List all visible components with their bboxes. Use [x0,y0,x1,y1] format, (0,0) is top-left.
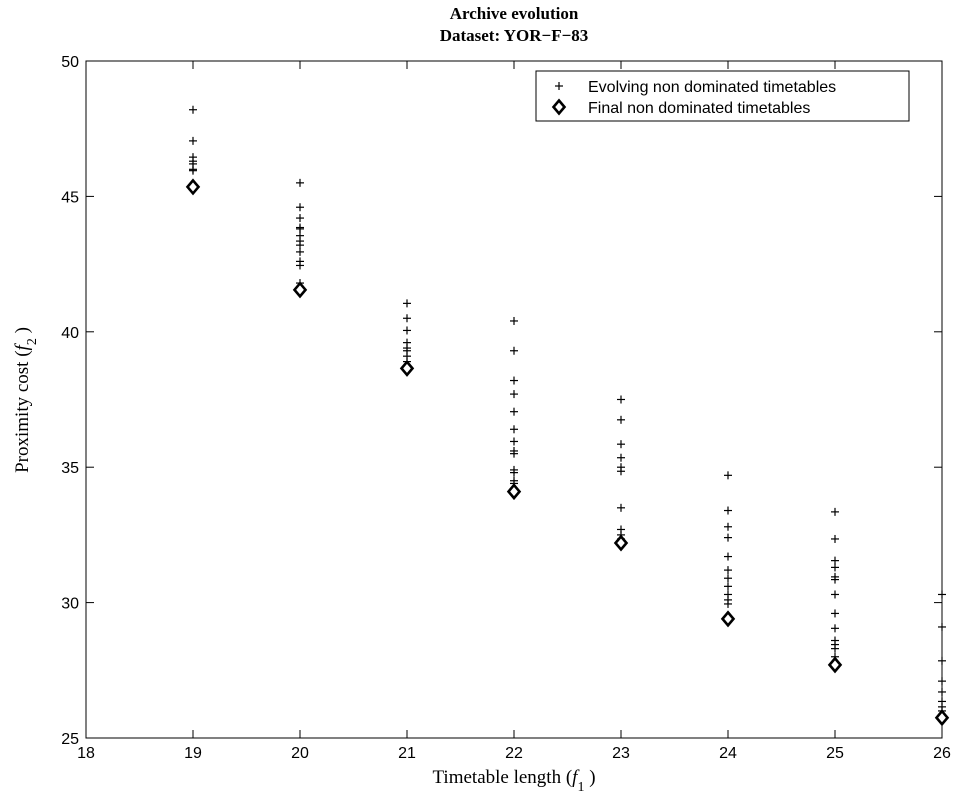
evolving-point [617,440,625,449]
evolving-point [296,261,304,270]
x-tick-label: 21 [398,745,416,762]
x-tick-label: 22 [505,745,523,762]
final-point [613,534,629,552]
evolving-point [724,566,732,575]
y-tick-label: 30 [61,596,79,613]
y-axis-label-var: f [12,342,33,350]
x-axis-label: Timetable length (f1 ) [432,767,595,795]
final-point [292,281,308,299]
evolving-point [617,395,625,404]
y-axis-label-sub: 2 [25,338,40,345]
y-axis-ticks: 25 30 35 40 45 50 [61,54,942,748]
legend-label-evolving: Evolving non dominated timetables [588,79,836,96]
y-tick-label: 35 [61,460,79,477]
y-axis-label: Proximity cost (f2 ) [12,327,40,473]
x-tick-label: 25 [826,745,844,762]
final-point [934,709,950,727]
evolving-point [617,453,625,462]
evolving-point [510,346,518,355]
x-tick-label: 19 [184,745,202,762]
x-tick-label: 23 [612,745,630,762]
final-point [506,483,522,501]
evolving-point [831,507,839,516]
final-point [185,178,201,196]
evolving-point [510,425,518,434]
legend-marker-plus [555,82,563,90]
y-axis-label-text: Proximity cost ( [12,350,33,472]
data-points [185,105,950,727]
final-point [720,610,736,628]
evolving-point [724,471,732,480]
evolving-point [403,314,411,323]
evolving-point [617,415,625,424]
evolving-point [189,136,197,145]
evolving-point [938,622,946,631]
evolving-point [510,407,518,416]
x-tick-label: 20 [291,745,309,762]
legend-plus-icon [555,82,563,90]
plot-area [85,60,943,739]
legend-label-final: Final non dominated timetables [588,100,810,117]
evolving-point [296,178,304,187]
x-axis-ticks: 18 19 20 21 22 23 24 25 26 [77,61,951,762]
evolving-point [724,599,732,608]
evolving-point [831,534,839,543]
evolving-point [831,556,839,565]
evolving-point [296,224,304,233]
evolving-point [510,437,518,446]
chart-subtitle: Dataset: YOR−F−83 [440,26,589,45]
evolving-point [403,299,411,308]
evolving-point [724,574,732,583]
evolving-point [510,390,518,399]
evolving-point [724,522,732,531]
legend-diamond-icon [551,98,567,116]
evolving-point [189,166,197,175]
evolving-point [510,376,518,385]
chart-title: Archive evolution [450,4,579,23]
legend: Evolving non dominated timetables Final … [535,70,910,122]
evolving-point [724,506,732,515]
x-tick-label: 24 [719,745,737,762]
x-axis-label-sub: 1 [577,780,584,795]
evolving-point [510,449,518,458]
legend-marker-diamond [551,98,567,116]
x-axis-label-text: Timetable length ( [432,767,572,788]
evolving-point [510,316,518,325]
legend-box [535,70,910,122]
y-tick-label: 40 [61,325,79,342]
evolving-point [296,247,304,256]
evolving-point [831,644,839,653]
evolving-point [189,105,197,114]
x-tick-label: 26 [933,745,951,762]
evolving-point [831,609,839,618]
evolving-point [831,590,839,599]
evolving-point [831,624,839,633]
final-point [399,359,415,377]
y-tick-label: 50 [61,54,79,71]
evolving-point [938,677,946,686]
y-tick-label: 45 [61,189,79,206]
evolving-point [296,203,304,212]
x-tick-label: 18 [77,745,95,762]
evolving-point [403,326,411,335]
evolving-point [617,503,625,512]
evolving-point [938,687,946,696]
evolving-point [724,582,732,591]
y-tick-label: 25 [61,731,79,748]
evolving-point [724,533,732,542]
evolving-point [296,214,304,223]
evolving-point [938,590,946,599]
evolving-point [724,552,732,561]
x-axis-label-close: ) [584,767,595,788]
y-axis-label-close: ) [12,327,33,338]
evolving-point [831,575,839,584]
evolving-point [510,468,518,477]
x-axis-label-var: f [572,767,580,788]
evolving-point [296,241,304,250]
final-point [827,656,843,674]
evolving-point [617,467,625,476]
evolving-point [938,656,946,665]
evolving-point [831,563,839,572]
